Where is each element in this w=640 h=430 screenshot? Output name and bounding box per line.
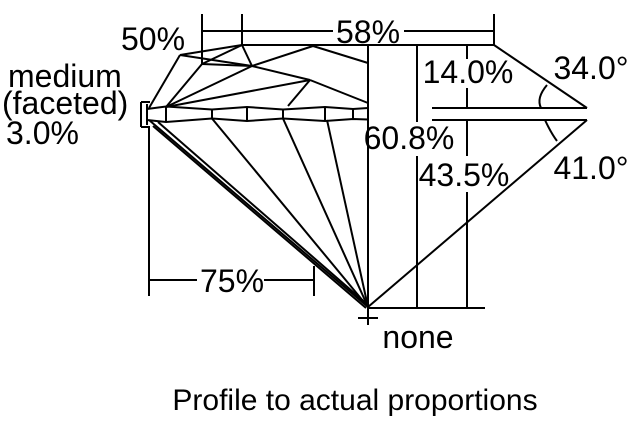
pavilion-angle-label: 41.0°: [553, 150, 628, 186]
girdle-thickness-label: 3.0%: [6, 115, 79, 151]
star-length-label: 50%: [121, 21, 185, 57]
crown-angle-label: 34.0°: [553, 50, 628, 86]
pavilion-depth-label: 43.5%: [419, 157, 510, 193]
diamond-outline: [146, 44, 369, 309]
lower-girdle-label: 75%: [200, 263, 264, 299]
table-width-label: 58%: [336, 14, 400, 50]
girdle-word2-label: (faceted): [2, 85, 128, 121]
culet-label: none: [382, 319, 453, 355]
dimension-lines: [140, 14, 588, 325]
diagram-caption: Profile to actual proportions: [172, 384, 537, 417]
total-depth-label: 60.8%: [364, 120, 455, 156]
girdle-word1-label: medium: [8, 58, 122, 94]
crown-height-label: 14.0%: [423, 54, 514, 90]
